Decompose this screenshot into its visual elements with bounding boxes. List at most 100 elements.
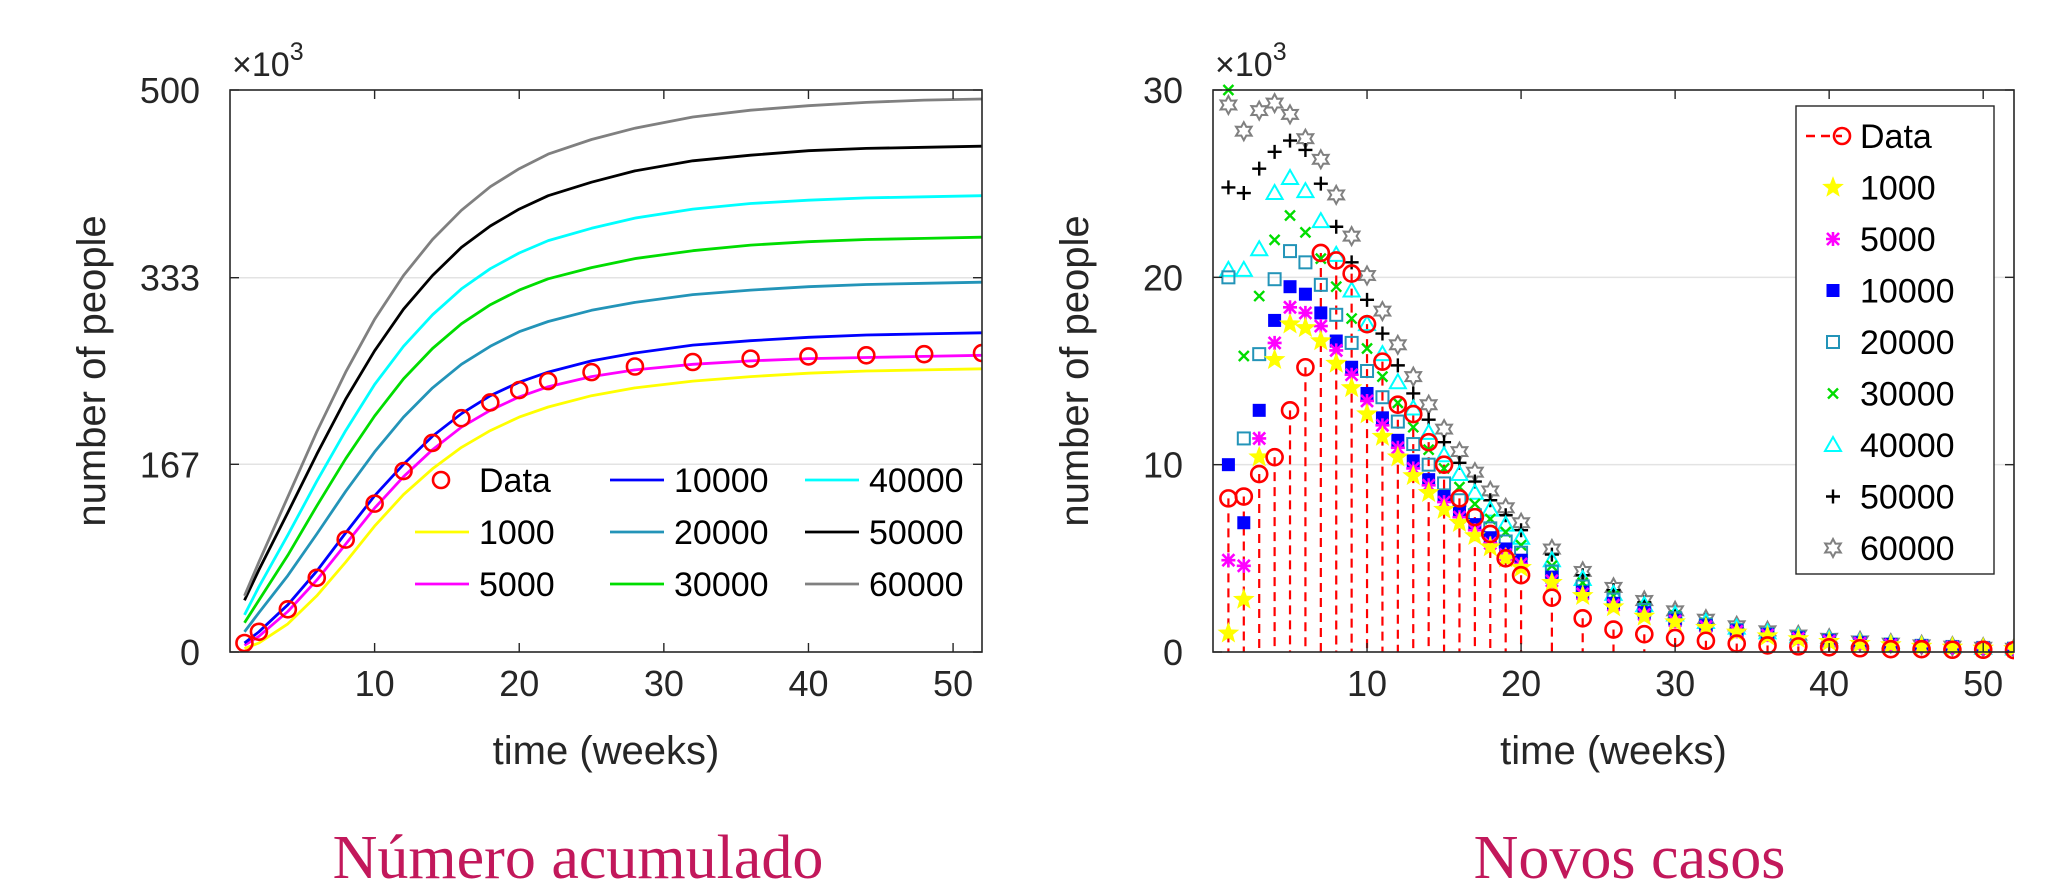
data-point-60000 [1326,183,1346,207]
data-point-50000 [1252,161,1267,176]
data-point-20000 [1406,437,1421,452]
data-point-50000 [1313,176,1328,191]
y-multiplier-exponent: 3 [1273,38,1287,66]
data-point-data [914,344,934,364]
data-point-60000 [1341,224,1362,248]
data-point-1000 [1633,604,1656,626]
data-point-data [1542,588,1562,607]
data-point-data [1419,432,1438,452]
x-tick-label: 50 [1963,663,2003,704]
y-tick-label: 167 [140,444,200,485]
legend-label-5000: 5000 [1860,221,1936,259]
data-point-data [1373,352,1392,371]
data-point-30000 [1345,312,1358,325]
data-point-5000 [1252,431,1267,446]
data-point-60000 [1973,636,1993,659]
data-point-data [1388,395,1408,415]
data-point-data [1326,251,1346,270]
data-point-data [452,408,471,428]
y-axis-label: number of people [1053,215,1097,526]
data-point-10000 [1314,306,1328,320]
legend-marker-1000 [1822,176,1844,197]
data-point-1000 [1664,610,1686,632]
data-point-data [365,494,384,513]
data-point-data [235,633,254,653]
data-point-40000 [1295,181,1316,199]
data-point-1000 [1279,312,1301,334]
legend-label-1000: 1000 [479,514,555,552]
data-point-20000 [1360,364,1375,378]
data-point-1000 [1217,621,1240,643]
legend-label-20000: 20000 [1860,324,1955,362]
data-point-30000 [1392,396,1404,409]
data-point-1000 [1756,624,1779,646]
data-point-40000 [1264,183,1285,201]
data-point-1000 [1433,498,1455,519]
legend-label-20000: 20000 [674,514,769,552]
data-point-1000 [1910,634,1933,656]
data-point-20000 [1375,390,1390,405]
data-point-data [1850,638,1870,658]
data-point-data [249,622,269,642]
legend-label-50000: 50000 [869,514,964,552]
data-point-data [625,357,645,376]
data-point-1000 [1340,376,1363,398]
y-multiplier-exponent: 3 [290,38,304,66]
y-multiplier-base: ×10 [1215,46,1273,84]
data-point-1000 [1417,481,1440,503]
data-point-20000 [1252,347,1267,362]
data-point-60000 [1388,333,1408,356]
data-point-30000 [1253,290,1266,302]
series-line-5000 [243,353,982,647]
data-point-data [307,568,327,588]
data-point-60000 [1218,93,1239,117]
data-point-50000 [1375,326,1390,341]
data-point-data [1789,637,1808,656]
data-point-1000 [1602,595,1625,617]
data-point-data [1296,357,1315,377]
y-axis-label: number of people [70,215,114,526]
data-point-60000 [1911,633,1932,657]
series-line-30000 [243,235,982,624]
y-tick-label: 10 [1143,445,1183,486]
data-point-data [1758,636,1777,655]
data-point-data [538,371,558,391]
data-point-30000 [1330,280,1343,293]
x-tick-label: 20 [499,663,539,704]
legend-marker-50000 [1826,489,1840,504]
data-point-data [1511,565,1531,585]
data-point-10000 [1221,458,1235,472]
x-tick-label: 50 [933,663,973,704]
legend-label-40000: 40000 [1860,427,1955,465]
data-point-1000 [1309,329,1332,351]
data-point-50000 [1236,186,1251,201]
data-point-40000 [1280,168,1300,186]
data-point-30000 [1237,350,1250,362]
data-point-data [509,380,529,400]
data-point-data [1311,243,1331,263]
data-point-20000 [1437,476,1452,491]
axes-box [229,89,983,653]
series-line-20000 [243,280,982,633]
data-point-1000 [1541,571,1563,592]
data-point-5000 [1236,558,1251,573]
data-point-1000 [1402,464,1425,486]
data-point-10000 [1237,516,1251,530]
data-point-50000 [1406,386,1421,401]
data-point-50000 [1344,255,1359,270]
data-point-5000 [1344,367,1359,382]
data-point-1000 [1325,352,1348,373]
data-point-data [423,433,442,453]
legend-label-40000: 40000 [869,462,964,500]
data-point-1000 [1294,316,1317,338]
data-point-data [1434,455,1454,474]
data-point-20000 [1329,307,1344,322]
x-tick-label: 10 [355,663,395,704]
data-point-data [394,461,413,481]
legend-label-5000: 5000 [479,566,555,604]
x-tick-label: 40 [1809,663,1849,704]
data-point-20000 [1390,414,1405,429]
data-point-20000 [1236,431,1251,446]
data-point-30000 [1515,539,1527,552]
data-point-30000 [1361,342,1373,355]
